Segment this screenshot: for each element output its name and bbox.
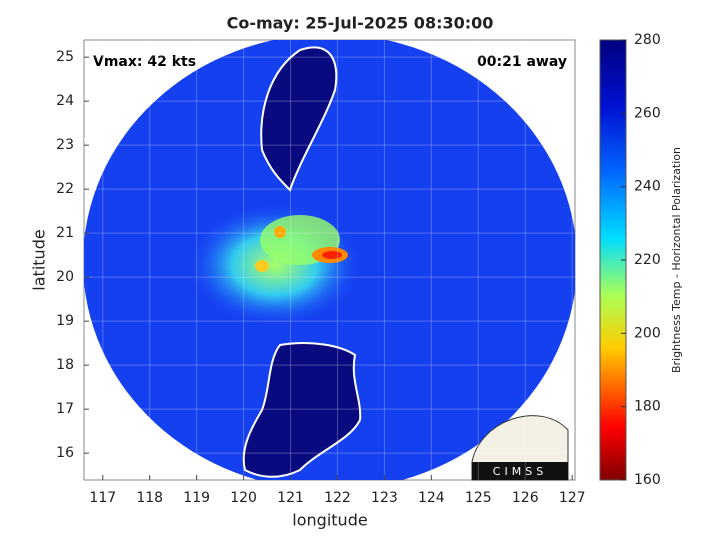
- vmax-label: Vmax: 42 kts: [93, 54, 196, 70]
- x-tick-label: 124: [418, 490, 445, 506]
- x-tick-label: 117: [89, 490, 116, 506]
- y-tick-label: 18: [56, 357, 74, 373]
- x-tick-label: 126: [512, 490, 539, 506]
- luzon: [242, 342, 362, 478]
- colorbar-tick-label: 240: [634, 179, 661, 195]
- y-tick-label: 21: [56, 225, 74, 241]
- colorbar-tick-label: 280: [634, 32, 661, 48]
- y-tick-label: 20: [56, 269, 74, 285]
- convection: [274, 226, 286, 238]
- y-tick-label: 19: [56, 313, 74, 329]
- colorbar-tick-label: 200: [634, 325, 661, 341]
- colorbar-tick-label: 220: [634, 252, 661, 268]
- x-tick-label: 122: [324, 490, 351, 506]
- coastline: [84, 54, 186, 141]
- taiwan: [260, 46, 338, 192]
- y-axis-label: latitude: [30, 229, 49, 290]
- y-tick-label: 25: [56, 49, 74, 65]
- convection: [322, 251, 342, 259]
- imagery: [84, 40, 575, 480]
- cimss-logo: CIMSS: [471, 415, 569, 481]
- colorbar-label: Brightness Temp - Horizontal Polarizatio…: [670, 147, 683, 373]
- colorbar-tick-label: 160: [634, 472, 661, 488]
- time-away-label: 00:21 away: [477, 54, 567, 70]
- y-tick-label: 16: [56, 445, 74, 461]
- colorbar-tick-label: 260: [634, 105, 661, 121]
- x-tick-label: 118: [136, 490, 163, 506]
- x-tick-label: 127: [559, 490, 586, 506]
- y-tick-label: 24: [56, 93, 74, 109]
- x-axis-label: longitude: [292, 511, 367, 530]
- x-tick-label: 125: [465, 490, 492, 506]
- x-tick-label: 119: [183, 490, 210, 506]
- x-tick-label: 123: [371, 490, 398, 506]
- x-tick-label: 120: [230, 490, 257, 506]
- convection: [255, 260, 269, 272]
- logo-text: CIMSS: [493, 465, 547, 478]
- colorbar-tick-label: 180: [634, 399, 661, 415]
- x-tick-label: 121: [277, 490, 304, 506]
- chart-title: Co-may: 25-Jul-2025 08:30:00: [227, 14, 494, 33]
- y-tick-label: 17: [56, 401, 74, 417]
- y-tick-label: 22: [56, 181, 74, 197]
- y-tick-label: 23: [56, 137, 74, 153]
